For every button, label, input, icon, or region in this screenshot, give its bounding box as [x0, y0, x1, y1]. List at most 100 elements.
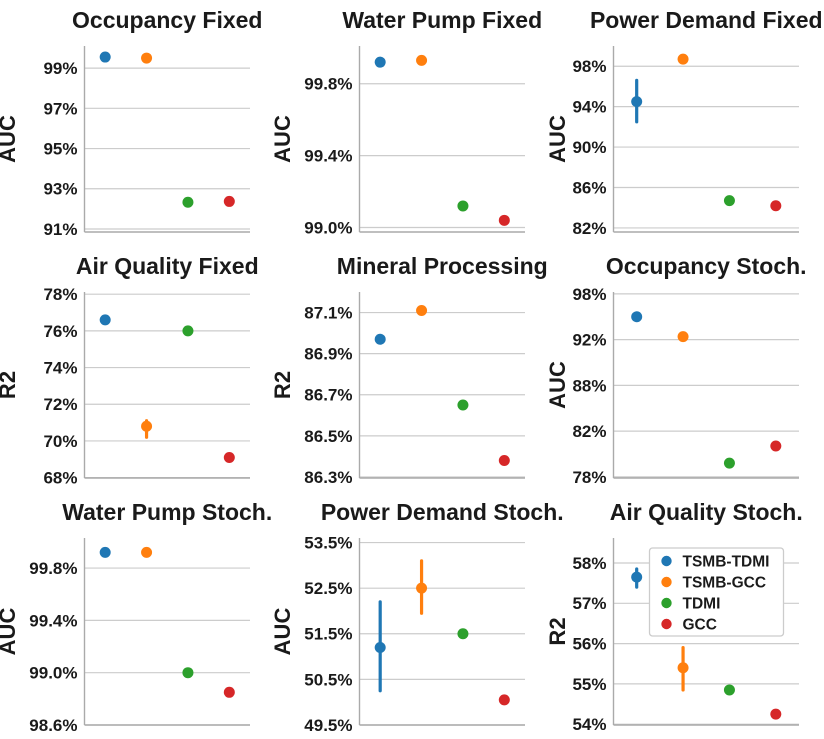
subplot-occupancy-stoch: 78% 82% 88% 92% 98% AUC Occupancy Stoch.	[545, 246, 824, 492]
y-tick-label: 87.1%	[304, 304, 352, 323]
y-axis-label: R2	[270, 371, 295, 399]
y-tick-label: 99.8%	[29, 559, 77, 578]
data-point-gcc	[770, 200, 782, 212]
y-tick-label: 93%	[43, 180, 77, 199]
y-axis-label: R2	[0, 371, 20, 399]
y-tick-label: 92%	[572, 331, 606, 350]
chart-title: Water Pump Stoch.	[62, 499, 272, 525]
data-point-gcc	[498, 455, 510, 467]
data-point-tsmb-tdmi	[374, 641, 386, 653]
subplot-occupancy-fixed: 91% 93% 95% 97% 99% AUC Occupancy Fixed	[0, 0, 275, 246]
data-point-gcc	[223, 195, 235, 207]
y-tick-label: 97%	[43, 99, 77, 118]
y-tick-label: 78%	[572, 468, 606, 487]
y-axis-label: AUC	[270, 608, 295, 656]
y-tick-label: 82%	[572, 422, 606, 441]
data-point-tdmi	[723, 195, 735, 207]
subplot-air-quality-fixed: 68% 70% 72% 74% 76% 78% R2 Air Quality Fixed	[0, 246, 275, 492]
y-axis-label: AUC	[0, 608, 20, 656]
data-point-tdmi	[182, 667, 194, 679]
data-point-tsmb-tdmi	[374, 333, 386, 345]
y-tick-label: 72%	[43, 395, 77, 414]
y-axis-label: AUC	[545, 115, 570, 163]
y-axis-label: R2	[545, 617, 570, 645]
y-tick-label: 56%	[572, 635, 606, 654]
data-point-tsmb-tdmi	[99, 314, 111, 326]
y-tick-label: 78%	[43, 285, 77, 304]
y-tick-label: 58%	[572, 554, 606, 573]
y-tick-label: 70%	[43, 432, 77, 451]
chart-canvas: 54% 55% 56% 57% 58% R2 Air Quality Stoch. TSMB-…	[545, 499, 803, 734]
subplot-water-pump-stoch: 98.6% 99.0% 99.4% 99.8% AUC Water Pump Stoch.	[0, 492, 275, 739]
legend-marker-tdmi	[661, 597, 672, 609]
chart-title: Power Demand Fixed	[590, 7, 823, 33]
subplot-water-pump-fixed: 99.0% 99.4% 99.8% AUC Water Pump Fixed	[270, 0, 550, 246]
chart-title: Air Quality Fixed	[76, 253, 259, 279]
chart-canvas: 98.6% 99.0% 99.4% 99.8% AUC Water Pump Stoch.	[0, 499, 272, 735]
data-point-gcc	[223, 686, 235, 698]
data-point-tdmi	[457, 200, 469, 212]
legend-label-tsmb-tdmi: TSMB-TDMI	[683, 553, 770, 570]
chart-title: Power Demand Stoch.	[321, 499, 564, 525]
y-tick-label: 99.0%	[29, 664, 77, 683]
chart-canvas: 99.0% 99.4% 99.8% AUC Water Pump Fixed	[270, 7, 542, 237]
data-point-tsmb-tdmi	[631, 571, 643, 583]
y-axis-label: AUC	[0, 115, 20, 163]
data-point-tsmb-gcc	[141, 420, 153, 432]
data-point-tsmb-gcc	[677, 53, 689, 65]
y-tick-label: 86%	[572, 178, 606, 197]
legend-marker-gcc	[661, 618, 672, 630]
data-point-gcc	[223, 451, 235, 463]
y-tick-label: 99.4%	[304, 147, 352, 166]
chart-canvas: 78% 82% 88% 92% 98% AUC Occupancy Stoch.	[545, 253, 807, 487]
y-axis-label: AUC	[545, 361, 570, 409]
legend-marker-tsmb-tdmi	[661, 555, 672, 567]
legend-label-tsmb-gcc: TSMB-GCC	[683, 574, 767, 591]
chart-canvas: 91% 93% 95% 97% 99% AUC Occupancy Fixed	[0, 7, 262, 239]
y-tick-label: 49.5%	[304, 716, 352, 735]
y-tick-label: 86.5%	[304, 427, 352, 446]
data-point-tsmb-tdmi	[631, 96, 643, 108]
subplot-power-demand-fixed: 82% 86% 90% 94% 98% AUC Power Demand Fixed	[545, 0, 824, 246]
data-point-tdmi	[457, 628, 469, 640]
data-point-tsmb-gcc	[141, 52, 153, 64]
data-point-tdmi	[182, 196, 194, 208]
y-tick-label: 88%	[572, 376, 606, 395]
chart-title: Occupancy Fixed	[72, 7, 262, 33]
y-tick-label: 55%	[572, 675, 606, 694]
data-point-gcc	[498, 214, 510, 226]
data-point-tdmi	[457, 399, 469, 411]
data-point-tsmb-tdmi	[374, 56, 386, 68]
data-point-tdmi	[182, 325, 194, 337]
subplot-mineral-processing: 86.3% 86.5% 86.7% 86.9% 87.1% R2 Mineral Proce…	[270, 246, 550, 492]
y-tick-label: 86.7%	[304, 386, 352, 405]
chart-canvas: 82% 86% 90% 94% 98% AUC Power Demand Fixed	[545, 7, 823, 238]
y-tick-label: 57%	[572, 594, 606, 613]
y-tick-label: 82%	[572, 219, 606, 238]
y-tick-label: 94%	[572, 98, 606, 117]
data-point-tsmb-gcc	[677, 662, 689, 674]
data-point-tsmb-tdmi	[99, 546, 111, 558]
y-tick-label: 68%	[43, 469, 77, 488]
y-tick-label: 86.3%	[304, 468, 352, 487]
data-point-tsmb-gcc	[677, 331, 689, 343]
legend-label-tdmi: TDMI	[683, 595, 721, 612]
legend-label-gcc: GCC	[683, 616, 717, 633]
y-tick-label: 98%	[572, 285, 606, 304]
y-tick-label: 74%	[43, 359, 77, 378]
chart-title: Mineral Processing	[337, 253, 548, 279]
data-point-gcc	[770, 708, 782, 720]
legend-box	[648, 547, 785, 637]
chart-canvas: 68% 70% 72% 74% 76% 78% R2 Air Quality Fixed	[0, 253, 259, 488]
data-point-gcc	[498, 694, 510, 706]
chart-canvas: 86.3% 86.5% 86.7% 86.9% 87.1% R2 Mineral Proce…	[270, 253, 548, 487]
data-point-tdmi	[723, 684, 735, 696]
chart-title: Air Quality Stoch.	[610, 499, 803, 525]
y-tick-label: 54%	[572, 715, 606, 734]
y-tick-label: 51.5%	[304, 625, 352, 644]
y-tick-label: 53.5%	[304, 534, 352, 553]
data-point-tsmb-tdmi	[99, 51, 111, 63]
y-tick-label: 76%	[43, 322, 77, 341]
y-tick-label: 90%	[572, 138, 606, 157]
